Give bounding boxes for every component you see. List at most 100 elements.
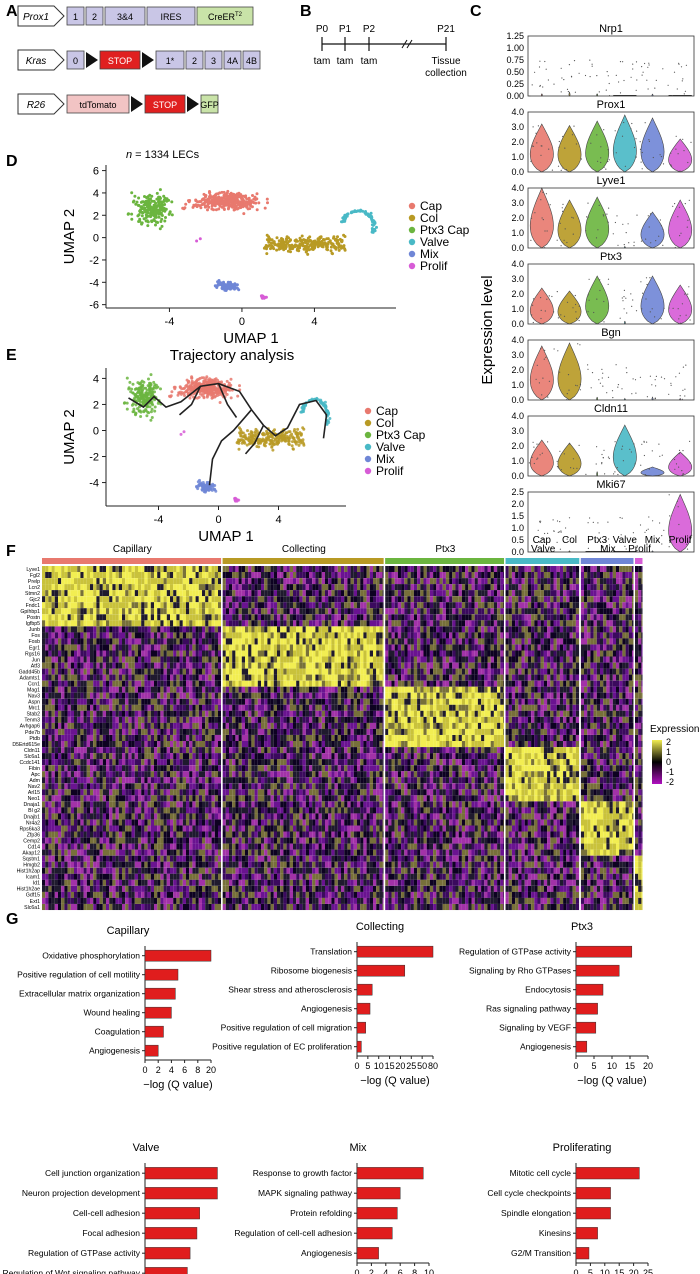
heatmap-cell bbox=[235, 608, 239, 615]
heatmap-cell bbox=[439, 614, 443, 621]
heatmap-cell bbox=[612, 566, 616, 573]
heatmap-cell bbox=[397, 572, 402, 579]
heatmap-cell bbox=[115, 626, 119, 633]
heatmap-cell bbox=[112, 632, 116, 639]
heatmap-cell bbox=[622, 572, 626, 579]
heatmap-cell bbox=[521, 578, 525, 585]
cell-point bbox=[250, 431, 254, 435]
heatmap-cell bbox=[211, 614, 215, 621]
heatmap-cell bbox=[238, 626, 242, 633]
heatmap-cell bbox=[471, 578, 475, 585]
cell-point bbox=[140, 393, 144, 397]
heatmap-cell bbox=[379, 572, 383, 579]
heatmap-cell bbox=[128, 584, 132, 591]
heatmap-cell bbox=[445, 566, 450, 573]
heatmap-cell bbox=[245, 602, 249, 609]
heatmap-cell bbox=[511, 620, 516, 627]
heatmap-cell bbox=[283, 578, 287, 585]
legend-swatch bbox=[408, 202, 416, 210]
heatmap-cell bbox=[404, 620, 408, 627]
heatmap-cell bbox=[584, 602, 588, 609]
cell-point bbox=[292, 437, 296, 441]
heatmap-cell bbox=[93, 626, 97, 633]
heatmap-cell bbox=[619, 572, 623, 579]
cell-point bbox=[264, 245, 268, 249]
heatmap-cell bbox=[563, 584, 567, 591]
cell-point bbox=[208, 389, 212, 393]
heatmap-cell bbox=[315, 584, 319, 591]
heatmap-cell bbox=[612, 578, 616, 585]
heatmap-cell bbox=[337, 632, 341, 639]
cell-point bbox=[206, 204, 210, 208]
heatmap-cell bbox=[445, 590, 450, 597]
heatmap-cell bbox=[170, 578, 174, 585]
heatmap-cell bbox=[118, 584, 122, 591]
violin-dot bbox=[560, 169, 562, 171]
heatmap-cell bbox=[468, 620, 472, 627]
cell-point bbox=[295, 244, 299, 248]
heatmap-cell bbox=[587, 578, 591, 585]
heatmap-cell bbox=[423, 608, 427, 615]
heatmap-cell bbox=[487, 578, 491, 585]
heatmap-cell bbox=[497, 626, 501, 633]
cell-point bbox=[193, 386, 196, 390]
heatmap-cell bbox=[344, 626, 348, 633]
heatmap-cell bbox=[141, 632, 145, 639]
heatmap-cell bbox=[373, 590, 377, 597]
heatmap-cell bbox=[202, 584, 206, 591]
heatmap-cell bbox=[572, 626, 576, 633]
heatmap-cell bbox=[550, 608, 554, 615]
heatmap-cell bbox=[344, 590, 348, 597]
violin-dot bbox=[557, 317, 560, 319]
cell-point bbox=[176, 393, 180, 397]
heatmap-cell bbox=[401, 608, 405, 615]
violin-dot bbox=[562, 203, 564, 205]
heatmap-cell bbox=[118, 578, 122, 585]
heatmap-cell bbox=[86, 578, 90, 585]
cell-point bbox=[281, 238, 285, 241]
cell-point bbox=[290, 432, 294, 436]
heatmap-cell bbox=[61, 566, 65, 573]
heatmap-cell bbox=[144, 596, 148, 603]
heatmap-cell bbox=[505, 584, 509, 591]
heatmap-cell bbox=[214, 566, 218, 573]
violin-dot bbox=[544, 310, 546, 312]
heatmap-cell bbox=[45, 614, 49, 621]
heatmap-cell bbox=[331, 596, 335, 603]
heatmap-cell bbox=[235, 566, 239, 573]
cell-point bbox=[147, 377, 150, 381]
violin-dot bbox=[617, 244, 619, 246]
heatmap-cell bbox=[241, 602, 245, 609]
heatmap-cell bbox=[341, 584, 345, 591]
cell-point bbox=[140, 200, 144, 204]
heatmap-cell bbox=[590, 620, 594, 627]
violin-dot bbox=[546, 298, 548, 300]
heatmap-cell bbox=[468, 590, 472, 597]
cell-point bbox=[218, 282, 222, 286]
heatmap-cell bbox=[596, 614, 600, 621]
cell-point bbox=[235, 204, 238, 208]
heatmap-cell bbox=[248, 578, 252, 585]
heatmap-cell bbox=[635, 626, 639, 633]
violin-dot bbox=[668, 494, 670, 496]
cell-point bbox=[147, 411, 151, 415]
heatmap-cell bbox=[189, 572, 193, 579]
heatmap-cell bbox=[106, 590, 110, 597]
violin-dot bbox=[644, 474, 647, 476]
heatmap-cell bbox=[321, 614, 325, 621]
heatmap-cell bbox=[90, 614, 94, 621]
heatmap-cell bbox=[436, 566, 440, 573]
heatmap-cell bbox=[245, 608, 249, 615]
heatmap-cell bbox=[337, 602, 341, 609]
heatmap-cell bbox=[109, 632, 113, 639]
cell-point bbox=[300, 234, 304, 238]
heatmap-cell bbox=[609, 608, 613, 615]
heatmap-cell bbox=[616, 566, 620, 573]
heatmap-cell bbox=[388, 602, 392, 609]
heatmap-cell bbox=[208, 590, 212, 597]
heatmap-cell bbox=[198, 608, 202, 615]
heatmap-cell bbox=[67, 596, 71, 603]
heatmap-cell bbox=[312, 596, 316, 603]
heatmap-cell bbox=[373, 566, 377, 573]
cell-point bbox=[196, 203, 200, 207]
